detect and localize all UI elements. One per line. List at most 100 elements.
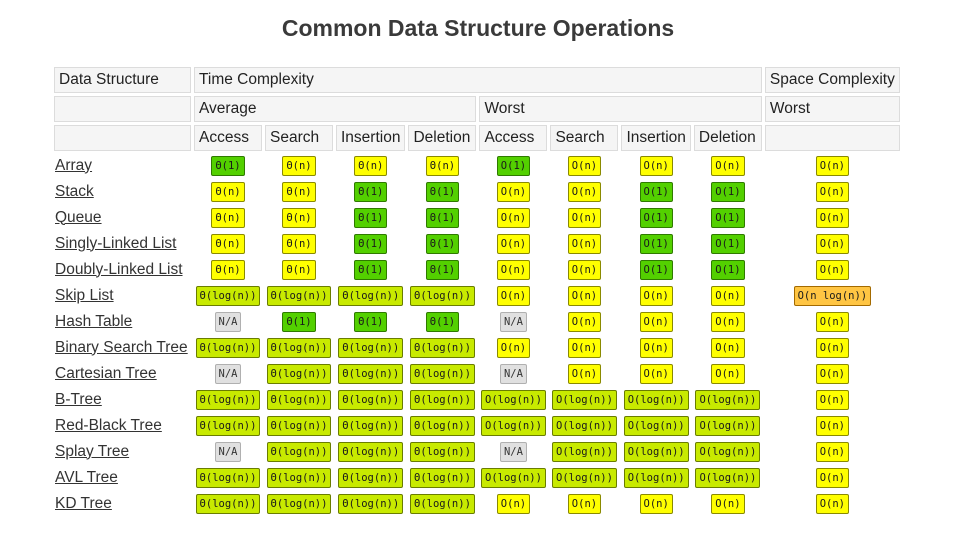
table-row: Array Θ(1) Θ(n) Θ(n) Θ(n) O(1) O(n) O(n) O(n) O(n… — [54, 154, 900, 177]
complexity-badge: O(log(n)) — [481, 467, 546, 488]
complexity-badge: O(log(n)) — [552, 415, 617, 436]
complexity-cell: O(n) — [621, 154, 690, 177]
header-worst-insertion: Insertion — [621, 125, 691, 151]
complexity-cell: N/A — [479, 310, 547, 333]
complexity-cell: Θ(1) — [194, 154, 262, 177]
complexity-cell: O(log(n)) — [694, 466, 762, 489]
complexity-cell: Θ(n) — [265, 154, 333, 177]
complexity-badge: Θ(log(n)) — [338, 415, 404, 436]
data-structure-link[interactable]: KD Tree — [55, 494, 112, 512]
complexity-badge: O(n) — [496, 207, 531, 228]
complexity-badge: O(1) — [496, 155, 531, 176]
complexity-cell: Θ(n) — [408, 154, 476, 177]
complexity-badge: Θ(log(n)) — [195, 493, 261, 514]
complexity-badge: Θ(log(n)) — [338, 337, 404, 358]
complexity-badge: Θ(n) — [282, 233, 316, 254]
complexity-cell: Θ(1) — [336, 180, 405, 203]
header-average: Average — [194, 96, 477, 122]
complexity-cell: Θ(1) — [265, 310, 333, 333]
data-structure-cell: Stack — [54, 180, 191, 203]
complexity-cell: Θ(1) — [336, 206, 405, 229]
complexity-cell: O(n) — [550, 492, 618, 515]
table-row: Splay Tree N/A Θ(log(n)) Θ(log(n)) Θ(log(n))… — [54, 440, 900, 463]
complexity-cell: Θ(log(n)) — [408, 492, 476, 515]
data-structure-link[interactable]: Stack — [55, 182, 94, 200]
data-structure-link[interactable]: Queue — [55, 208, 102, 226]
complexity-badge: Θ(1) — [354, 259, 388, 280]
complexity-cell: Θ(log(n)) — [336, 388, 405, 411]
complexity-cell: O(n) — [694, 284, 762, 307]
complexity-cell: O(n) — [694, 310, 762, 333]
header-space-complexity: Space Complexity — [764, 67, 900, 93]
complexity-badge: O(log(n)) — [695, 415, 761, 436]
complexity-cell: Θ(log(n)) — [408, 440, 476, 463]
data-structure-link[interactable]: Singly-Linked List — [55, 234, 177, 252]
complexity-cell: Θ(n) — [265, 232, 333, 255]
complexity-badge: Θ(log(n)) — [195, 389, 261, 410]
complexity-badge: O(n) — [815, 467, 850, 488]
data-structure-link[interactable]: AVL Tree — [55, 468, 118, 486]
header-worst-deletion: Deletion — [693, 125, 762, 151]
complexity-badge: O(log(n)) — [695, 467, 761, 488]
complexity-table: Data Structure Time Complexity Space Com… — [51, 64, 903, 518]
data-structure-link[interactable]: Red-Black Tree — [55, 416, 162, 434]
complexity-badge: Θ(log(n)) — [338, 363, 404, 384]
complexity-badge: O(1) — [711, 181, 745, 202]
header-time-complexity: Time Complexity — [194, 67, 762, 93]
data-structure-link[interactable]: Binary Search Tree — [55, 338, 188, 356]
complexity-cell: O(n) — [765, 232, 900, 255]
complexity-badge: Θ(log(n)) — [410, 389, 475, 410]
complexity-badge: O(n) — [815, 337, 850, 358]
complexity-badge: O(n) — [815, 207, 850, 228]
data-structure-cell: Hash Table — [54, 310, 191, 333]
complexity-cell: O(n) — [550, 284, 618, 307]
complexity-cell: O(n) — [765, 206, 900, 229]
table-row: Hash Table N/A Θ(1) Θ(1) Θ(1) N/A O(n) O(n) O(n)… — [54, 310, 900, 333]
complexity-cell: Θ(n) — [194, 258, 262, 281]
data-structure-link[interactable]: Splay Tree — [55, 442, 130, 460]
data-structure-link[interactable]: Doubly-Linked List — [55, 260, 183, 278]
complexity-badge: O(log(n)) — [552, 389, 617, 410]
complexity-cell: N/A — [194, 310, 262, 333]
complexity-cell: O(1) — [694, 206, 762, 229]
complexity-badge: O(n) — [815, 389, 850, 410]
complexity-cell: O(log(n)) — [694, 414, 762, 437]
complexity-cell: Θ(log(n)) — [194, 388, 262, 411]
complexity-badge: O(n) — [711, 285, 745, 306]
complexity-badge: O(n) — [567, 493, 602, 514]
complexity-cell: Θ(1) — [336, 232, 405, 255]
complexity-cell: Θ(n) — [265, 180, 333, 203]
complexity-badge: O(n) — [567, 337, 602, 358]
complexity-badge: O(n) — [567, 285, 602, 306]
data-structure-link[interactable]: Skip List — [55, 286, 114, 304]
data-structure-link[interactable]: Array — [55, 156, 93, 174]
complexity-cell: Θ(n) — [336, 154, 405, 177]
data-structure-link[interactable]: B-Tree — [55, 390, 102, 408]
complexity-cell: O(n) — [621, 492, 690, 515]
complexity-badge: Θ(1) — [425, 233, 460, 254]
complexity-cell: Θ(n) — [265, 206, 333, 229]
complexity-badge: Θ(n) — [282, 207, 316, 228]
data-structure-link[interactable]: Hash Table — [55, 312, 133, 330]
table-row: Queue Θ(n) Θ(n) Θ(1) Θ(1) O(n) O(n) O(1) O(1) O(n… — [54, 206, 900, 229]
complexity-cell: Θ(log(n)) — [265, 414, 333, 437]
complexity-cell: O(n) — [479, 180, 547, 203]
complexity-badge: Θ(log(n)) — [195, 337, 261, 358]
complexity-cell: O(log(n)) — [621, 388, 690, 411]
data-structure-cell: Queue — [54, 206, 191, 229]
complexity-badge: N/A — [499, 363, 527, 384]
complexity-badge: Θ(n) — [211, 207, 245, 228]
data-structure-cell: Singly-Linked List — [54, 232, 191, 255]
complexity-cell: O(log(n)) — [694, 440, 762, 463]
complexity-badge: Θ(log(n)) — [266, 363, 332, 384]
complexity-badge: O(1) — [639, 259, 673, 280]
data-structure-cell: Array — [54, 154, 191, 177]
data-structure-link[interactable]: Cartesian Tree — [55, 364, 157, 382]
complexity-badge: Θ(log(n)) — [410, 363, 475, 384]
complexity-badge: Θ(log(n)) — [338, 285, 404, 306]
header-avg-access: Access — [194, 125, 262, 151]
complexity-badge: Θ(n) — [211, 233, 245, 254]
complexity-badge: O(log(n)) — [552, 467, 617, 488]
page-title: Common Data Structure Operations — [281, 15, 675, 41]
complexity-cell: Θ(log(n)) — [265, 362, 333, 385]
